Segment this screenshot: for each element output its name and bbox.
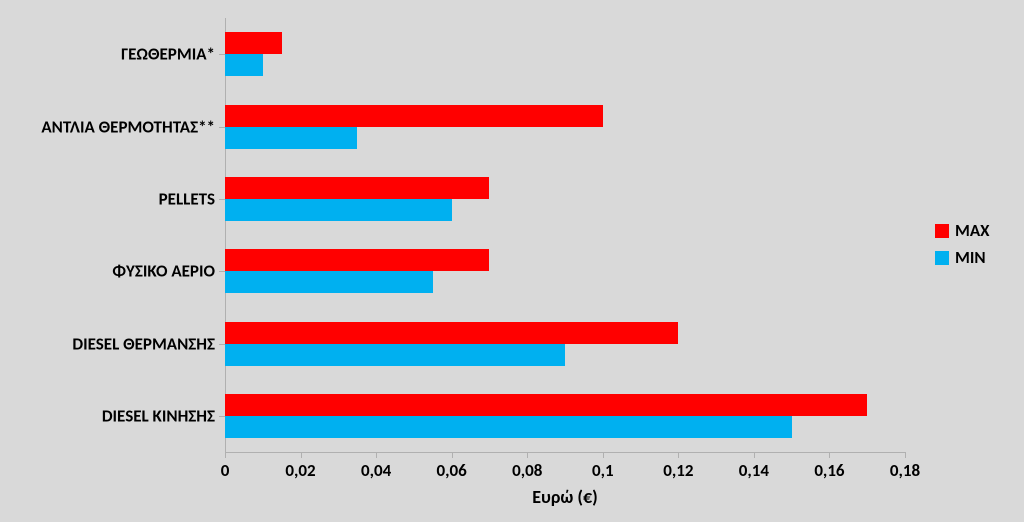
x-tick-label: 0,06 [437,460,467,481]
x-tick-label: 0,02 [285,460,315,481]
bar-min [225,127,357,149]
legend-label: MAX [955,220,990,241]
legend-label: MIN [955,247,986,268]
x-tick-mark [452,452,453,458]
x-tick-mark [225,452,226,458]
bar-max [225,394,867,416]
x-tick-label: 0,04 [361,460,391,481]
x-tick-mark [829,452,830,458]
x-tick-label: 0,16 [814,460,844,481]
y-axis-line [225,18,226,452]
x-tick-mark [603,452,604,458]
bar-max [225,322,678,344]
category-label: DIESEL ΚΙΝΗΣΗΣ [102,405,215,426]
x-tick-mark [678,452,679,458]
bar-min [225,54,263,76]
legend: MAX MIN [935,220,990,274]
x-axis-title: Ευρώ (€) [532,486,598,508]
category-label: ΦΥΣΙΚΟ ΑΕΡΙΟ [112,261,215,282]
bar-min [225,416,792,438]
category-label: DIESEL ΘΕΡΜΑΝΣΗΣ [72,333,215,354]
legend-item: MIN [935,247,990,268]
x-tick-label: 0,1 [592,460,614,481]
bar-min [225,271,433,293]
x-tick-label: 0 [221,460,230,481]
plot-area [225,18,905,452]
category-label: ΑΝΤΛΙΑ ΘΕΡΜΟΤΗΤΑΣ** [41,116,215,137]
x-tick-mark [527,452,528,458]
x-tick-mark [754,452,755,458]
category-label: ΓΕΩΘΕΡΜΙΑ* [121,44,215,65]
x-tick-label: 0,12 [663,460,693,481]
x-tick-label: 0,18 [890,460,920,481]
bar-max [225,32,282,54]
bar-min [225,199,452,221]
legend-swatch [935,224,949,238]
x-tick-mark [301,452,302,458]
bar-min [225,344,565,366]
x-tick-label: 0,08 [512,460,542,481]
legend-item: MAX [935,220,990,241]
cost-bar-chart: 0 0,02 0,04 0,06 0,08 0,1 0,12 0,14 0,16 0,18 DIES… [0,0,1024,522]
legend-swatch [935,251,949,265]
x-tick-mark [905,452,906,458]
x-tick-label: 0,14 [739,460,769,481]
bar-max [225,249,489,271]
x-tick-mark [376,452,377,458]
x-axis-line [225,452,905,453]
bar-max [225,105,603,127]
category-label: PELLETS [159,188,215,209]
bar-max [225,177,489,199]
